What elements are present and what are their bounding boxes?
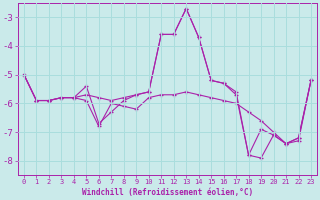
X-axis label: Windchill (Refroidissement éolien,°C): Windchill (Refroidissement éolien,°C) xyxy=(82,188,253,197)
